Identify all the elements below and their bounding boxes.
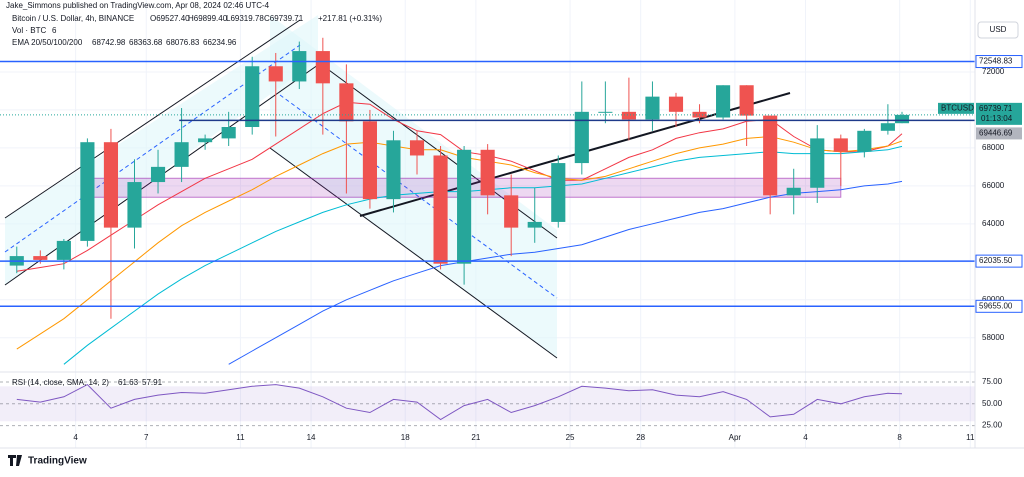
ohlc-value: L69319.78 — [226, 14, 264, 23]
rsi-tick-label: 50.00 — [982, 399, 1003, 408]
currency: USD — [990, 25, 1007, 34]
candle-body — [810, 138, 825, 188]
rsi-line — [16, 383, 903, 421]
x-tick-label: 14 — [307, 433, 316, 442]
candle-body — [339, 83, 354, 122]
x-tick-label: 4 — [73, 433, 78, 442]
ema-legend-value: 66234.96 — [203, 38, 237, 47]
candle-body — [551, 163, 566, 222]
candle-body — [268, 66, 283, 82]
candle-body — [786, 187, 801, 196]
ema-legend-value: 68363.68 — [129, 38, 163, 47]
candle-body — [362, 121, 377, 200]
brand-logo — [8, 455, 22, 466]
x-tick-label: 8 — [897, 433, 902, 442]
trend-line — [269, 147, 558, 359]
rsi-value: 61.63 — [118, 378, 139, 387]
candle-body — [174, 142, 189, 167]
x-tick-label: Apr — [729, 433, 742, 442]
candle-body — [245, 66, 260, 128]
rsi-sma-value: 57.91 — [142, 378, 163, 387]
rsi-tick-label: 25.00 — [982, 421, 1003, 430]
level-label-box — [975, 55, 1023, 69]
level-label-box — [975, 299, 1023, 313]
y-tick-label: 58000 — [982, 333, 1005, 342]
ohlc-value: +217.81 (+0.31%) — [318, 14, 382, 23]
candle-body — [857, 130, 872, 152]
candle-body — [668, 96, 684, 112]
countdown: 01:13:04 — [981, 114, 1013, 123]
candle-body — [880, 123, 895, 131]
volume-value: 6 — [52, 26, 57, 35]
volume-label: Vol · BTC — [12, 26, 46, 35]
rsi-label: RSI (14, close, SMA, 14, 2) — [12, 378, 109, 387]
candle-body — [103, 142, 119, 228]
x-tick-label: 11 — [966, 433, 975, 442]
candle-body — [221, 127, 236, 139]
candle-body — [527, 221, 542, 228]
x-tick-label: 11 — [236, 433, 245, 442]
candle-body — [504, 195, 519, 228]
channel-mid — [279, 94, 558, 299]
brand: TradingView — [28, 456, 87, 467]
rsi-tick-label: 75.00 — [982, 377, 1003, 386]
y-tick-label: 66000 — [982, 181, 1005, 190]
level-label: 59655.00 — [979, 301, 1013, 310]
y-tick-label: 60000 — [982, 295, 1005, 304]
x-tick-label: 28 — [636, 433, 645, 442]
candle-body — [409, 140, 425, 156]
ticker-box — [938, 102, 974, 114]
candle-body — [56, 240, 71, 260]
candle-body — [739, 85, 754, 116]
candle-body — [457, 149, 472, 264]
candle-body — [645, 96, 660, 120]
candle-body — [127, 182, 142, 228]
candle-body — [598, 111, 613, 113]
resistance-label-box — [976, 127, 1022, 140]
ohlc-value: O69527.40 — [150, 14, 190, 23]
x-tick-label: 25 — [566, 433, 575, 442]
trend-line — [4, 19, 301, 219]
currency-box[interactable] — [977, 21, 1019, 39]
y-tick-label: 68000 — [982, 143, 1005, 152]
ema-legend-value: 68076.83 — [166, 38, 200, 47]
y-tick-label: 64000 — [982, 219, 1005, 228]
last-price-box — [976, 102, 1022, 125]
ohlc-value: H69899.40 — [188, 14, 228, 23]
x-tick-label: 21 — [471, 433, 480, 442]
candle-body — [33, 256, 48, 260]
candle-body — [315, 51, 330, 84]
candle-body — [574, 111, 589, 164]
candle-body — [386, 140, 401, 200]
x-tick-label: 4 — [803, 433, 808, 442]
candle-body — [150, 166, 166, 183]
symbol-title: Bitcoin / U.S. Dollar, 4h, BINANCE — [12, 14, 134, 23]
candle-body — [621, 111, 636, 120]
x-tick-label: 7 — [144, 433, 149, 442]
candle-body — [833, 138, 848, 152]
ohlc-value: C69739.71 — [264, 14, 304, 23]
candle-body — [763, 115, 778, 196]
y-tick-label: 72000 — [982, 67, 1005, 76]
level-label: 72548.83 — [979, 57, 1013, 66]
labels: 47111418212528Apr48115800060000620006400… — [73, 55, 1023, 442]
candle-body — [80, 142, 95, 241]
candle-body — [480, 149, 495, 196]
last-price-label: 69739.71 — [979, 104, 1013, 113]
level-label: 62035.50 — [979, 256, 1013, 265]
candle-body — [292, 51, 307, 82]
candle-body — [894, 114, 910, 124]
candle-body — [433, 155, 448, 264]
ema-legend-value: 68742.98 — [92, 38, 126, 47]
x-tick-label: 18 — [401, 433, 410, 442]
level-label-box — [975, 254, 1023, 268]
candle-body — [716, 85, 731, 118]
publisher: Jake_Simmons published on TradingView.co… — [6, 1, 270, 10]
ticker: BTCUSD — [941, 103, 974, 112]
candle-body — [198, 138, 213, 143]
plot — [0, 37, 975, 427]
ema-label: EMA 20/50/100/200 — [12, 38, 83, 47]
resistance-label: 69446.69 — [979, 129, 1013, 138]
